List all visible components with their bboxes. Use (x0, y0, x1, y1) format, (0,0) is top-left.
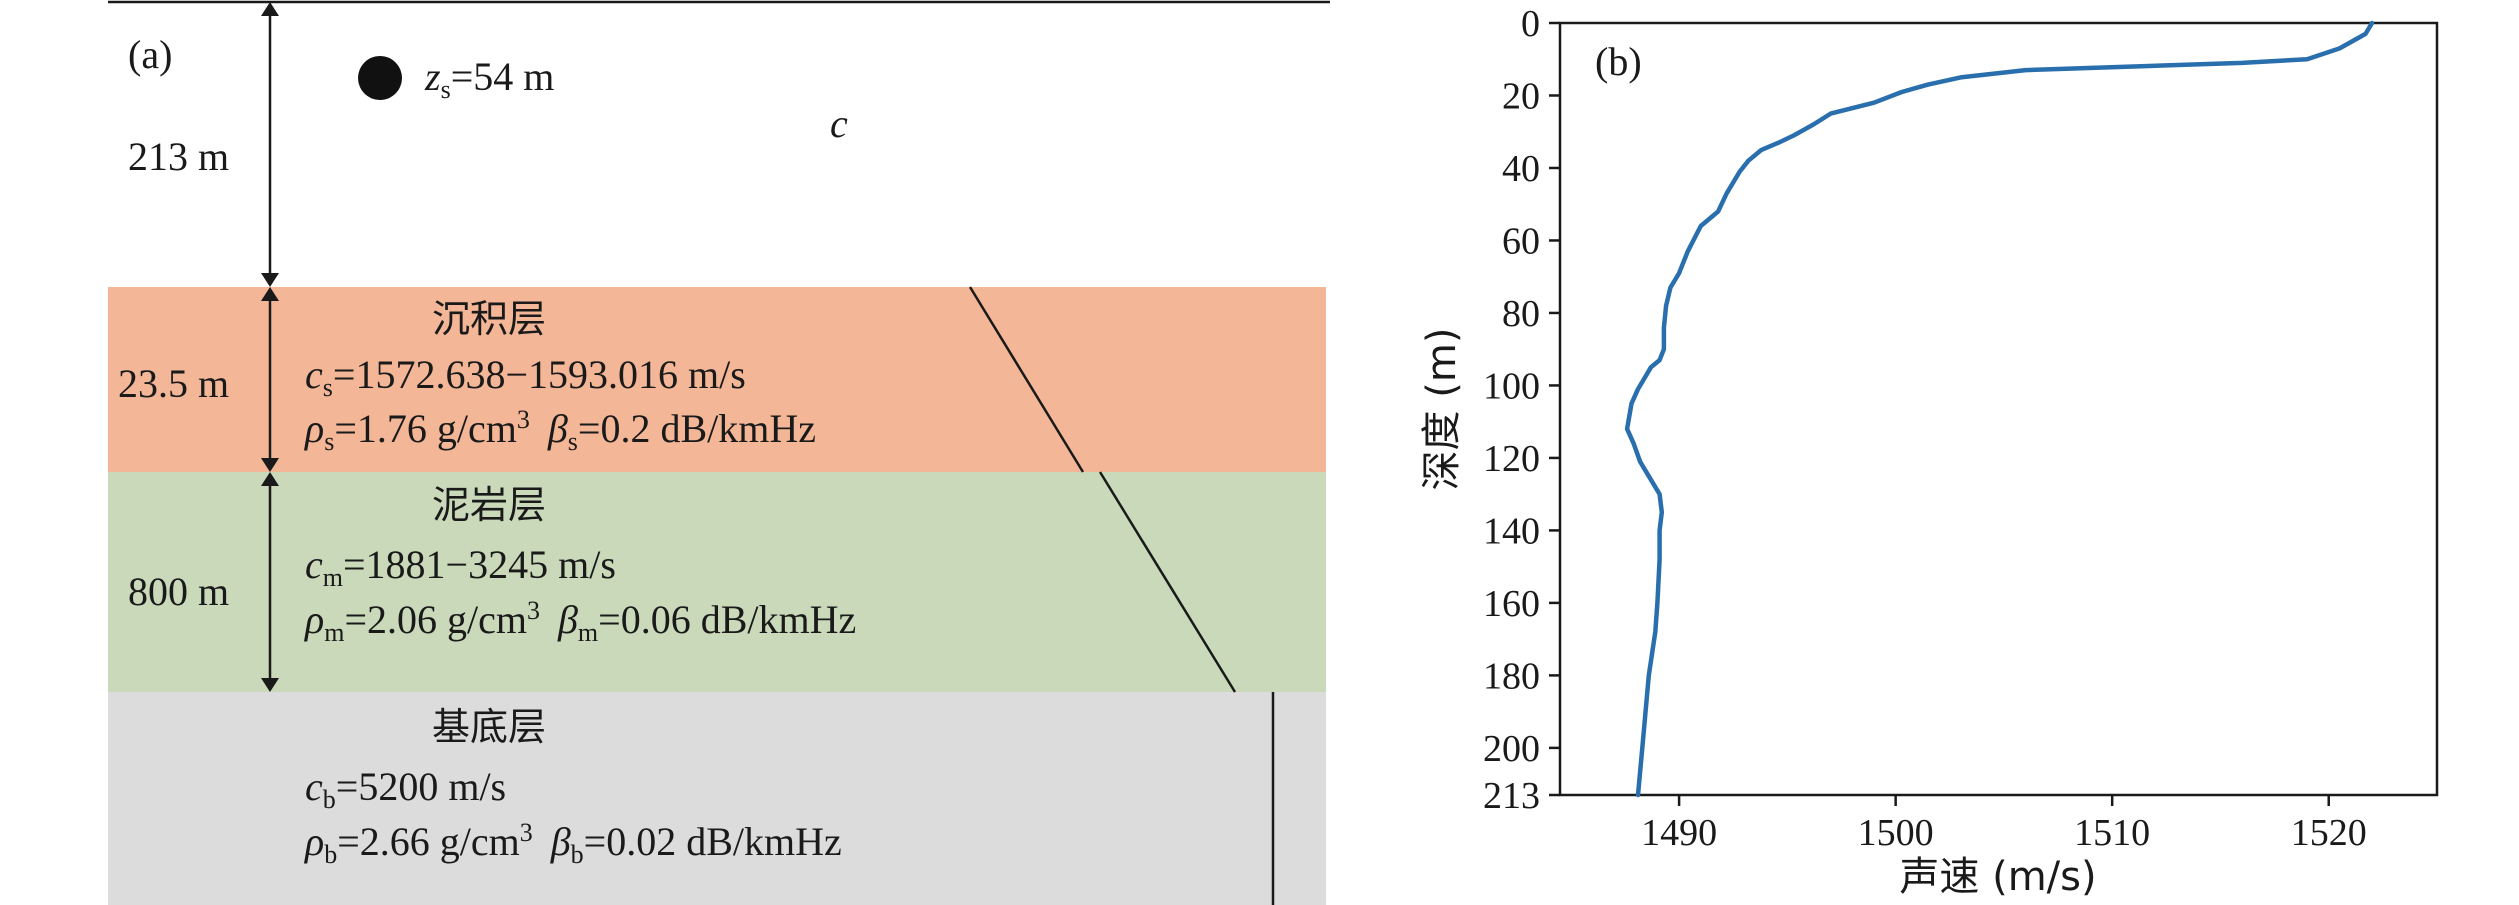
mudstone-rho-value: =2.06 g/cm (344, 597, 527, 642)
mudstone-rho-sup: 3 (527, 596, 540, 625)
sediment-beta-sub: s (568, 427, 578, 456)
sediment-speed-line (968, 286, 1085, 473)
plot-frame (1558, 21, 2439, 797)
x-tick-label: 1490 (1641, 812, 1717, 854)
y-tick-label: 0 (1521, 3, 1540, 45)
arrowhead-icon (261, 2, 279, 16)
x-tick-label: 1500 (1858, 812, 1934, 854)
basement-beta-value: =0.02 dB/kmHz (584, 819, 842, 864)
y-tick-label: 213 (1483, 775, 1540, 817)
source-value: =54 m (451, 54, 555, 99)
y-tick-label: 180 (1483, 655, 1540, 697)
sediment-beta-symbol: β (547, 406, 568, 451)
mudstone-speed: cm=1881−3245 m/s (305, 542, 616, 592)
sediment-speed: cs=1572.638−1593.016 m/s (305, 352, 746, 402)
sediment-rho-sub: s (324, 427, 334, 456)
mudstone-rho-sub: m (324, 618, 344, 647)
x-ticks: 1490 1500 1510 1520 (1641, 795, 2367, 854)
basement-c-sub: b (323, 785, 336, 814)
source-depth-label: zs=54 m (424, 54, 554, 104)
source-subscript: s (441, 75, 451, 104)
sound-speed-profile-line (1624, 20, 2375, 798)
basement-rho-sub: b (324, 840, 337, 869)
x-tick-label: 1520 (2291, 812, 2367, 854)
basement-name: 基底层 (432, 705, 546, 749)
y-axis-label: 深度 (m) (1419, 328, 1465, 491)
arrowhead-icon (261, 472, 279, 486)
mudstone-layer (108, 472, 1326, 692)
basement-layer (108, 692, 1326, 905)
sediment-beta-value: =0.2 dB/kmHz (578, 406, 816, 451)
panel-b-label: (b) (1595, 39, 1642, 84)
mudstone-beta-symbol: β (557, 597, 578, 642)
arrowhead-icon (261, 458, 279, 472)
sediment-layer (108, 287, 1326, 472)
panel-a: (a) 213 m 23.5 m 800 m zs=54 m c 沉积层 cs=… (108, 0, 1330, 905)
y-tick-label: 160 (1483, 583, 1540, 625)
source-marker-icon (358, 56, 402, 100)
mudstone-beta-sub: m (578, 618, 598, 647)
mudstone-c-sub: m (323, 563, 343, 592)
y-ticks: 0 20 40 60 80 100 120 140 160 180 200 213 (1483, 3, 1560, 817)
mudstone-c-symbol: c (305, 542, 323, 587)
sediment-c-symbol: c (305, 352, 323, 397)
y-tick-label: 40 (1502, 148, 1540, 190)
arrowhead-icon (261, 287, 279, 301)
sediment-name: 沉积层 (432, 297, 546, 341)
basement-beta-sub: b (571, 840, 584, 869)
sediment-density: ρs=1.76 g/cm3 βs=0.2 dB/kmHz (303, 405, 816, 456)
basement-c-symbol: c (305, 764, 323, 809)
mudstone-thickness-label: 800 m (128, 569, 229, 614)
sediment-c-value: =1572.638−1593.016 m/s (333, 352, 746, 397)
y-tick-label: 200 (1483, 728, 1540, 770)
mudstone-name: 泥岩层 (432, 483, 546, 527)
basement-density: ρb=2.66 g/cm3 βb=0.02 dB/kmHz (303, 818, 842, 869)
y-tick-label: 80 (1502, 293, 1540, 335)
sediment-rho-sup: 3 (517, 405, 530, 434)
arrowhead-icon (261, 273, 279, 287)
mudstone-density: ρm=2.06 g/cm3 βm=0.06 dB/kmHz (303, 596, 856, 647)
mudstone-rho-symbol: ρ (303, 597, 324, 642)
mudstone-c-value: =1881−3245 m/s (343, 542, 616, 587)
basement-speed: cb=5200 m/s (305, 764, 506, 814)
y-tick-label: 20 (1502, 75, 1540, 117)
basement-rho-sup: 3 (520, 818, 533, 847)
mudstone-beta-value: =0.06 dB/kmHz (598, 597, 856, 642)
x-axis-label: 声速 (m/s) (1899, 854, 2096, 900)
sediment-thickness-label: 23.5 m (118, 361, 229, 406)
y-tick-label: 120 (1483, 438, 1540, 480)
source-symbol: z (424, 54, 441, 99)
y-tick-label: 60 (1502, 220, 1540, 262)
basement-c-value: =5200 m/s (336, 764, 506, 809)
thickness-arrows (261, 2, 279, 692)
water-sound-speed-symbol: c (830, 101, 848, 146)
basement-beta-symbol: β (550, 819, 571, 864)
panel-b-chart: (b) 1490 1500 1510 1520 0 20 40 60 80 100 120 140 1… (1419, 3, 2439, 900)
x-tick-label: 1510 (2074, 812, 2150, 854)
y-tick-label: 140 (1483, 510, 1540, 552)
arrowhead-icon (261, 678, 279, 692)
sediment-c-sub: s (323, 373, 333, 402)
mudstone-speed-line (1098, 471, 1237, 693)
basement-rho-value: =2.66 g/cm (337, 819, 520, 864)
y-tick-label: 100 (1483, 365, 1540, 407)
basement-rho-symbol: ρ (303, 819, 324, 864)
sediment-rho-value: =1.76 g/cm (334, 406, 517, 451)
panel-a-label: (a) (128, 32, 172, 77)
water-thickness-label: 213 m (128, 134, 229, 179)
sediment-rho-symbol: ρ (303, 406, 324, 451)
